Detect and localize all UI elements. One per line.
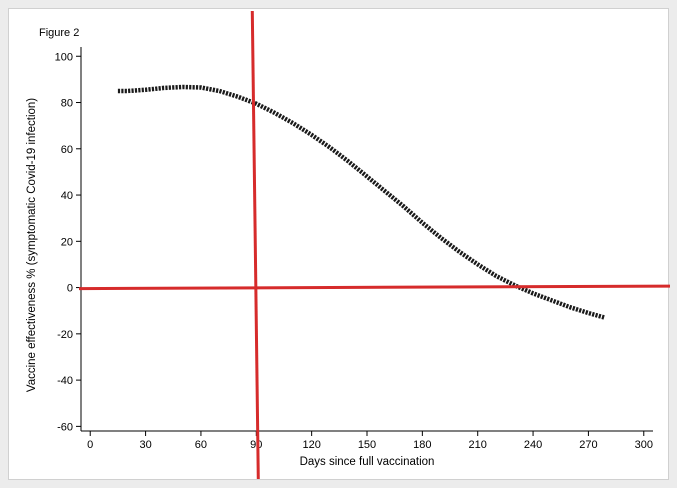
x-tick-label: 240 xyxy=(524,439,542,451)
x-tick-label: 180 xyxy=(413,439,431,451)
x-tick-label: 150 xyxy=(358,439,376,451)
y-tick-label: -20 xyxy=(57,329,73,341)
x-axis-title: Days since full vaccination xyxy=(300,456,435,468)
y-tick-label: 100 xyxy=(55,51,73,63)
y-tick-label: -60 xyxy=(57,421,73,433)
x-tick-label: 30 xyxy=(139,439,151,451)
x-tick-label: 210 xyxy=(469,439,487,451)
y-tick-label: 0 xyxy=(67,283,73,295)
vertical-reference-line xyxy=(250,10,260,480)
horizontal-reference-line xyxy=(78,284,670,291)
x-tick-label: 0 xyxy=(87,439,93,451)
y-tick-label: -40 xyxy=(57,375,73,387)
y-tick-label: 60 xyxy=(61,144,73,156)
x-tick-label: 90 xyxy=(250,439,262,451)
figure-panel: Figure 2 -60 -40 -20 0 20 40 60 80 100 0 30 60 90 120… xyxy=(8,8,670,480)
x-tick-label: 300 xyxy=(635,439,653,451)
y-tick-label: 80 xyxy=(61,98,73,110)
chart: Figure 2 -60 -40 -20 0 20 40 60 80 100 0 30 60 90 120… xyxy=(26,10,670,480)
plot-area: -60 -40 -20 0 20 40 60 80 100 0 30 60 90 120 150 180 210… xyxy=(55,10,670,480)
x-tick-label: 270 xyxy=(579,439,597,451)
x-tick-label: 60 xyxy=(195,439,207,451)
y-tick-label: 40 xyxy=(61,190,73,202)
y-tick-label: 20 xyxy=(61,236,73,248)
figure-label: Figure 2 xyxy=(39,27,79,39)
series-line-0 xyxy=(117,84,606,320)
x-tick-label: 120 xyxy=(302,439,320,451)
y-axis-title: Vaccine effectiveness % (symptomatic Cov… xyxy=(26,98,38,392)
